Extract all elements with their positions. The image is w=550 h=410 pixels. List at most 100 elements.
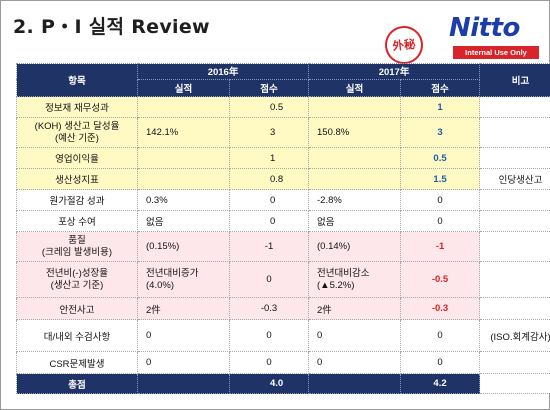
table-row: 생산성지표 0.8 1.5 인당생산고 (16, 168, 550, 190)
cell-line1: 전년대비감소 (317, 267, 370, 279)
row-item: 원가절감 성과 (16, 189, 138, 211)
cell-2017-score: 1 (400, 96, 481, 118)
cell-2017-result: 0 (308, 319, 402, 352)
header-2017-result: 실적 (308, 78, 402, 98)
table-row: 정보재 재무성과 0.5 1 (16, 96, 550, 118)
cell-2016-result: 2件 (137, 297, 230, 320)
cell-note: 인당생산고 (479, 168, 550, 190)
pi-review-table: 항목 2016年 2017年 비고 실적 점수 실적 점수 정보재 재무성과 0… (16, 63, 550, 394)
cell-2017-result (308, 168, 402, 190)
cell-note (479, 189, 550, 211)
total-2016-score: 4.0 (228, 373, 310, 394)
table-row: 대/내외 수검사항 0 0 0 0 (ISO.회계감사) (16, 319, 550, 352)
row-item: 품질 (크레임 발생비용) (16, 231, 138, 262)
table-row: 원가절감 성과 0.3% 0 -2.8% 0 (16, 189, 550, 211)
row-item-line1: (KOH) 생산고 달성율 (34, 120, 120, 132)
cell-2016-score: 0.8 (228, 168, 310, 190)
cell-2017-result: (0.14%) (308, 231, 402, 262)
cell-note (479, 210, 550, 232)
cell-2017-score: 3 (400, 117, 481, 148)
total-2016-result-empty (137, 373, 230, 394)
cell-2016-result: 없음 (137, 210, 230, 232)
cell-line2: (▲5.2%) (317, 279, 355, 291)
cell-2017-score: 0 (400, 210, 481, 232)
cell-2016-score: -0.3 (228, 297, 310, 320)
row-item-line2: (예산 기준) (55, 132, 99, 144)
total-row: 총점 4.0 4.2 (16, 373, 550, 394)
cell-note (479, 297, 550, 320)
cell-note (479, 261, 550, 298)
stamp-text: 外秘 (391, 36, 417, 54)
table-row: (KOH) 생산고 달성율 (예산 기준) 142.1% 3 150.8% 3 (16, 117, 550, 148)
row-item: 생산성지표 (16, 168, 138, 190)
cell-2016-score: 0.5 (228, 96, 310, 118)
cell-2016-score: 0 (228, 319, 310, 352)
header-year-2016: 2016年 (136, 63, 310, 80)
header-2017-score: 점수 (400, 78, 481, 98)
cell-2016-result (137, 168, 230, 190)
cell-2016-score: 0 (228, 189, 310, 211)
nitto-logo: Nitto (449, 13, 520, 43)
cell-2016-result (137, 147, 230, 169)
cell-2017-result: 전년대비감소 (▲5.2%) (308, 261, 402, 298)
row-item: 안전사고 (16, 297, 138, 320)
cell-line1: 전년대비증가 (146, 267, 199, 279)
header-year-2017: 2017年 (308, 63, 481, 80)
cell-2016-score: 0 (228, 210, 310, 232)
page-title: 2. P・I 실적 Review (13, 16, 210, 38)
cell-note (479, 231, 550, 262)
cell-2017-result (308, 147, 402, 169)
cell-2017-result: 150.8% (308, 117, 402, 148)
cell-note (479, 96, 550, 118)
row-item-line1: 품질 (68, 234, 86, 246)
cell-line2: (4.0%) (146, 279, 174, 291)
cell-2017-score: 0.5 (400, 147, 481, 169)
cell-2016-result: 전년대비증가 (4.0%) (137, 261, 230, 298)
cell-2016-score: 1 (228, 147, 310, 169)
row-item: 영업이익율 (16, 147, 138, 169)
cell-2016-score: 0 (228, 261, 310, 298)
cell-2016-result: 0 (137, 319, 230, 352)
table-row: 안전사고 2件 -0.3 2件 -0.3 (16, 297, 550, 320)
cell-2016-result: (0.15%) (137, 231, 230, 262)
row-item-line2: (생산고 기준) (50, 279, 104, 291)
table-row: 영업이익율 1 0.5 (16, 147, 550, 169)
cell-2017-result: 0 (308, 351, 402, 374)
header-note: 비고 (479, 63, 550, 97)
confidential-stamp: 外秘 (383, 24, 425, 66)
row-item-line2: (크레임 발생비용) (41, 246, 113, 258)
cell-note: (ISO.회계감사) (479, 319, 550, 352)
cell-2017-score: 0 (400, 351, 481, 374)
header-item: 항목 (16, 63, 138, 97)
cell-2016-result (137, 96, 230, 118)
header-2016-result: 실적 (137, 78, 230, 98)
cell-2017-score: 1.5 (400, 168, 481, 190)
table-row: 전년비(-)성장율 (생산고 기준) 전년대비증가 (4.0%) 0 전년대비감… (16, 261, 550, 298)
cell-2016-score: 0 (228, 351, 310, 374)
cell-2017-score: -1 (400, 231, 481, 262)
cell-2017-score: 0 (400, 189, 481, 211)
cell-note (479, 117, 550, 148)
cell-note (479, 351, 550, 374)
internal-use-badge: Internal Use Only (453, 46, 539, 59)
row-item: 정보재 재무성과 (16, 96, 138, 118)
row-item-line1: 전년비(-)성장율 (46, 267, 108, 279)
cell-2017-result: 2件 (308, 297, 402, 320)
table-row: CSR문제발생 0 0 0 0 (16, 351, 550, 374)
cell-2017-result (308, 96, 402, 118)
cell-2017-result: -2.8% (308, 189, 402, 211)
total-2017-result-empty (308, 373, 402, 394)
cell-2016-result: 142.1% (137, 117, 230, 148)
row-item: 전년비(-)성장율 (생산고 기준) (16, 261, 138, 298)
row-item: 포상 수여 (16, 210, 138, 232)
cell-2016-score: 3 (228, 117, 310, 148)
row-item: 대/내외 수검사항 (16, 319, 138, 352)
cell-note (479, 147, 550, 169)
table-row: 품질 (크레임 발생비용) (0.15%) -1 (0.14%) -1 (16, 231, 550, 262)
cell-2017-score: 0 (400, 319, 481, 352)
total-label: 총점 (16, 373, 138, 394)
table-row: 포상 수여 없음 0 없음 0 (16, 210, 550, 232)
cell-2016-result: 0 (137, 351, 230, 374)
cell-2017-score: -0.3 (400, 297, 481, 320)
